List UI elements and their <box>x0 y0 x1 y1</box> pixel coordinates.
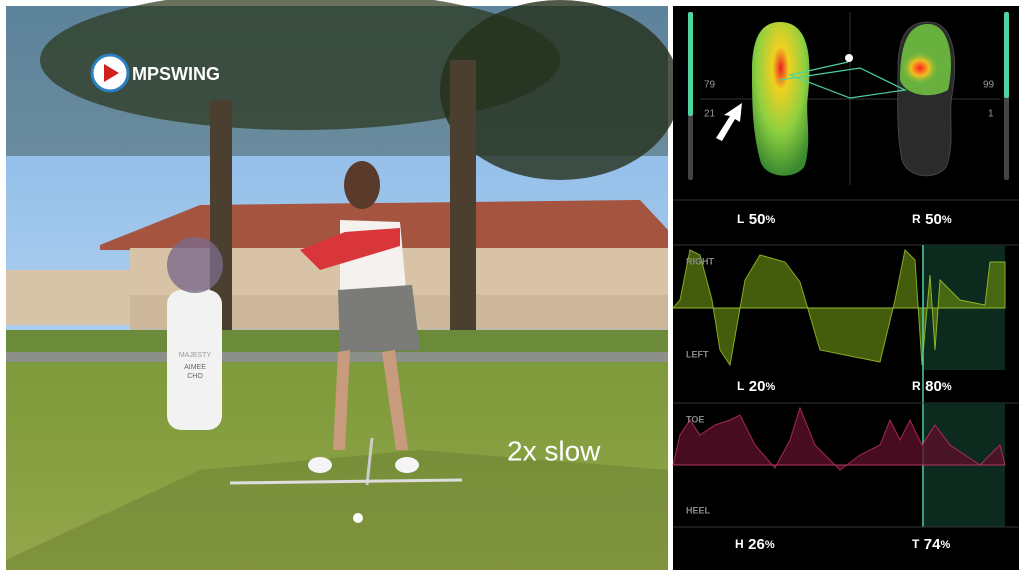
wall <box>6 270 136 325</box>
foot-number: 1 <box>988 109 994 120</box>
left-percent: L 20% <box>737 378 775 395</box>
right-gauge <box>1004 12 1009 98</box>
foot-number: 21 <box>704 109 716 120</box>
tree <box>40 0 560 130</box>
tree <box>440 0 680 180</box>
foot-number: 99 <box>983 80 995 91</box>
left-foot <box>752 22 810 176</box>
bag-name: CHO <box>187 373 203 380</box>
toe-percent: T 74% <box>912 536 950 553</box>
axis-label: TOE <box>686 414 704 424</box>
video: MAJESTY AIMEE CHO MPSWING 2x slow <box>6 0 680 570</box>
logo-play <box>104 64 119 82</box>
axis-label: HEEL <box>686 505 711 515</box>
heel-percent: H 26% <box>735 536 775 553</box>
pressure-panel: 79 21 99 1 L 50% R 50% RIGHT LEFT L 20% … <box>671 6 1019 570</box>
bag-brand: MAJESTY <box>179 352 212 359</box>
path <box>6 352 668 362</box>
trunk <box>450 60 476 345</box>
left-gauge <box>688 12 693 116</box>
golfer <box>229 161 463 523</box>
bag-name: AIMEE <box>184 364 206 371</box>
axis-label: RIGHT <box>686 256 715 266</box>
pressure-trace <box>779 61 908 99</box>
foot-number: 79 <box>704 80 716 91</box>
shadow <box>6 450 668 570</box>
golf-bag: MAJESTY AIMEE CHO <box>167 237 223 430</box>
logo-text: MPSWING <box>132 64 220 84</box>
arrow <box>716 103 742 141</box>
axis-label: LEFT <box>686 349 709 359</box>
left-balance: L 50% <box>737 211 775 228</box>
lawn-back <box>6 330 668 355</box>
toe-heel-trace <box>672 406 1006 471</box>
right-balance: R 50% <box>912 211 952 228</box>
speed-overlay: 2x slow <box>507 435 601 466</box>
right-percent: R 80% <box>912 378 952 395</box>
lateral-trace <box>671 248 1006 367</box>
